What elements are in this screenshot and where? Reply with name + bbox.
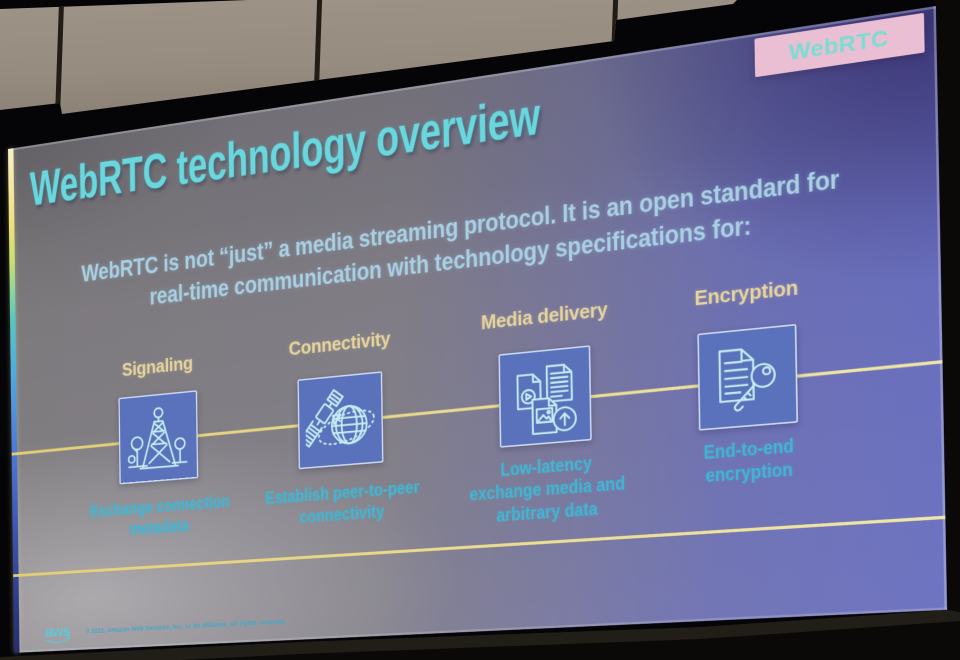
svg-text:aws: aws xyxy=(45,625,71,641)
